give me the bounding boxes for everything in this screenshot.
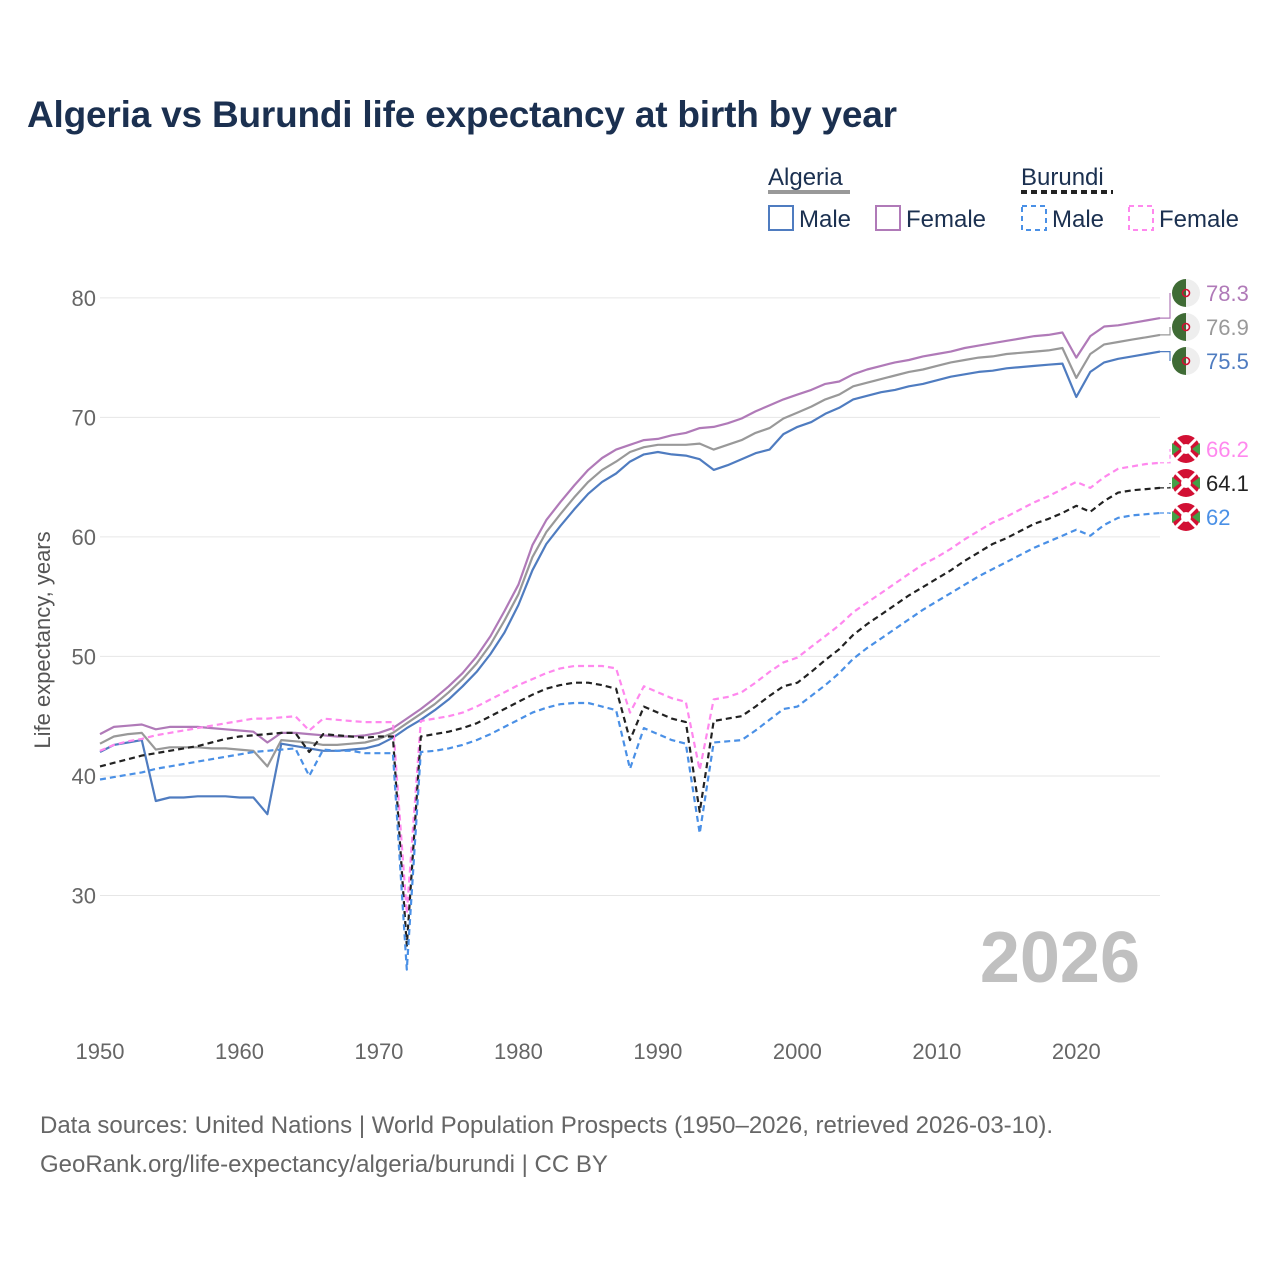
- series-line-algeria-male: [99, 350, 1161, 816]
- x-tick-label-1970: 1970: [354, 1039, 403, 1064]
- y-axis-ticks: 30 40 50 60 70 80: [72, 286, 96, 909]
- x-tick-label-2000: 2000: [773, 1039, 822, 1064]
- y-tick-label-70: 70: [72, 405, 96, 430]
- y-tick-label-50: 50: [72, 644, 96, 669]
- burundi-flag-icon: [1172, 503, 1200, 531]
- x-tick-label-1980: 1980: [494, 1039, 543, 1064]
- legend-algeria-female-label: Female: [906, 206, 986, 233]
- algeria-flag-icon: [1172, 279, 1200, 307]
- y-axis-label: Life expectancy, years: [30, 531, 55, 748]
- x-tick-label-2020: 2020: [1052, 1039, 1101, 1064]
- x-tick-label-1960: 1960: [215, 1039, 264, 1064]
- leader-line-algeria-total: [1160, 327, 1171, 336]
- series-line-burundi-total: [99, 486, 1161, 947]
- series-line-burundi-male: [99, 511, 1161, 971]
- end-label-burundi-female: 66.2: [1206, 437, 1249, 462]
- end-label-algeria-male: 75.5: [1206, 349, 1249, 374]
- burundi-flag-icon: [1172, 469, 1200, 497]
- end-label-burundi-total: 64.1: [1206, 471, 1249, 496]
- leader-line-algeria-female: [1160, 293, 1171, 319]
- legend-burundi-male-label: Male: [1052, 206, 1104, 233]
- burundi-flag-icon: [1172, 435, 1200, 463]
- source-line-1: Data sources: United Nations | World Pop…: [40, 1112, 1054, 1139]
- legend-algeria-male-swatch: [768, 205, 794, 231]
- legend-algeria-female-swatch: [875, 205, 901, 231]
- y-tick-label-40: 40: [72, 764, 96, 789]
- end-label-burundi-male: 62: [1206, 505, 1230, 530]
- leader-line-burundi-male: [1160, 512, 1171, 517]
- legend: Algeria Male Female Burundi Male Female: [768, 164, 1239, 233]
- end-value-labels: 78.3 76.9 75.5 66.2 64.1 62: [1160, 281, 1249, 530]
- legend-algeria-male-label: Male: [799, 206, 851, 233]
- legend-burundi-title: Burundi: [1021, 164, 1104, 191]
- legend-burundi-female-label: Female: [1159, 206, 1239, 233]
- legend-burundi-male-swatch: [1021, 205, 1047, 231]
- y-tick-label-60: 60: [72, 525, 96, 550]
- x-tick-label-2010: 2010: [912, 1039, 961, 1064]
- chart-title: Algeria vs Burundi life expectancy at bi…: [27, 94, 897, 135]
- grid-lines: [100, 297, 1160, 896]
- series-line-algeria-total: [99, 333, 1161, 768]
- leader-line-burundi-total: [1160, 483, 1171, 489]
- y-tick-label-80: 80: [72, 286, 96, 311]
- y-tick-label-30: 30: [72, 883, 96, 908]
- x-axis-ticks: 1950 1960 1970 1980 1990 2000 2010 2020: [76, 1039, 1101, 1064]
- end-label-algeria-total: 76.9: [1206, 315, 1249, 340]
- life-expectancy-chart: 30 40 50 60 70 80 1950 1960 1970 1980 1990 2000 201…: [30, 164, 1249, 1064]
- leader-line-algeria-male: [1160, 351, 1171, 361]
- leader-line-burundi-female: [1160, 449, 1171, 464]
- series-line-burundi-female: [99, 461, 1161, 915]
- legend-algeria-title: Algeria: [768, 164, 843, 191]
- algeria-flag-icon: [1172, 347, 1200, 375]
- source-line-2: GeoRank.org/life-expectancy/algeria/buru…: [40, 1151, 608, 1178]
- year-watermark: 2026: [980, 918, 1140, 998]
- x-tick-label-1950: 1950: [76, 1039, 125, 1064]
- series-line-algeria-female: [99, 317, 1161, 744]
- algeria-flag-icon: [1172, 313, 1200, 341]
- series-lines: [99, 317, 1161, 971]
- end-label-algeria-female: 78.3: [1206, 281, 1249, 306]
- legend-burundi-female-swatch: [1128, 205, 1154, 231]
- source-note: Data sources: United Nations | World Pop…: [40, 1106, 1053, 1184]
- x-tick-label-1990: 1990: [633, 1039, 682, 1064]
